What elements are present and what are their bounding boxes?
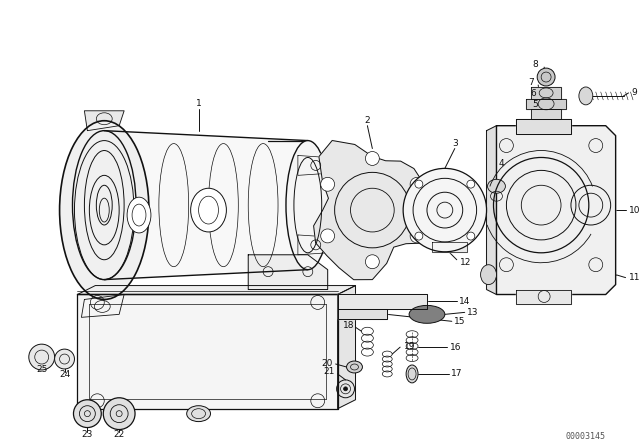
Text: 4: 4 xyxy=(499,159,504,168)
Ellipse shape xyxy=(365,255,380,269)
Ellipse shape xyxy=(344,387,348,391)
Ellipse shape xyxy=(321,177,335,191)
Text: 16: 16 xyxy=(450,343,461,352)
Polygon shape xyxy=(516,289,571,305)
Polygon shape xyxy=(526,99,566,109)
Ellipse shape xyxy=(103,398,135,430)
Text: 25: 25 xyxy=(36,366,47,375)
Ellipse shape xyxy=(365,151,380,165)
Text: 6: 6 xyxy=(531,90,536,99)
Text: 10: 10 xyxy=(628,206,640,215)
Ellipse shape xyxy=(346,361,362,373)
Ellipse shape xyxy=(74,400,101,427)
Polygon shape xyxy=(338,294,427,310)
Ellipse shape xyxy=(415,232,423,240)
Text: 1: 1 xyxy=(196,99,202,108)
Text: 13: 13 xyxy=(467,308,478,317)
Text: 18: 18 xyxy=(343,321,355,330)
Polygon shape xyxy=(84,111,124,131)
Text: 7: 7 xyxy=(529,78,534,86)
Ellipse shape xyxy=(286,141,330,270)
Polygon shape xyxy=(338,310,387,319)
Ellipse shape xyxy=(127,197,151,233)
Polygon shape xyxy=(497,126,616,294)
Polygon shape xyxy=(248,255,328,289)
Polygon shape xyxy=(486,126,497,294)
Text: 2: 2 xyxy=(365,116,370,125)
Polygon shape xyxy=(531,109,561,119)
Polygon shape xyxy=(77,285,355,294)
Ellipse shape xyxy=(467,180,475,188)
Ellipse shape xyxy=(537,68,555,86)
Text: 20: 20 xyxy=(321,358,333,367)
Polygon shape xyxy=(81,294,124,317)
Ellipse shape xyxy=(415,180,423,188)
Polygon shape xyxy=(104,131,308,280)
Ellipse shape xyxy=(321,229,335,243)
Ellipse shape xyxy=(410,229,424,243)
Polygon shape xyxy=(338,285,355,409)
Text: 17: 17 xyxy=(451,370,462,379)
Text: 9: 9 xyxy=(632,88,637,97)
Text: 00003145: 00003145 xyxy=(566,432,606,441)
Polygon shape xyxy=(516,119,571,134)
Ellipse shape xyxy=(409,306,445,323)
Text: 5: 5 xyxy=(532,100,538,109)
Polygon shape xyxy=(77,294,338,409)
Text: 19: 19 xyxy=(404,342,415,351)
Ellipse shape xyxy=(60,121,149,299)
Ellipse shape xyxy=(191,188,227,232)
Text: 14: 14 xyxy=(459,297,470,306)
Text: 21: 21 xyxy=(323,367,335,376)
Text: 11: 11 xyxy=(628,273,640,282)
Polygon shape xyxy=(432,242,467,252)
Ellipse shape xyxy=(467,232,475,240)
Polygon shape xyxy=(298,235,328,255)
Ellipse shape xyxy=(481,265,497,284)
Polygon shape xyxy=(531,87,561,99)
Ellipse shape xyxy=(187,406,211,422)
Ellipse shape xyxy=(29,344,54,370)
Polygon shape xyxy=(314,141,447,280)
Text: 3: 3 xyxy=(452,139,458,148)
Text: 15: 15 xyxy=(454,317,465,326)
Ellipse shape xyxy=(54,349,74,369)
Ellipse shape xyxy=(406,365,418,383)
Text: 8: 8 xyxy=(532,60,538,69)
Text: 24: 24 xyxy=(59,370,70,379)
Ellipse shape xyxy=(403,168,486,252)
Ellipse shape xyxy=(488,179,506,193)
Polygon shape xyxy=(298,155,328,175)
Ellipse shape xyxy=(579,87,593,105)
Text: 22: 22 xyxy=(113,430,125,439)
Text: 12: 12 xyxy=(460,258,471,267)
Ellipse shape xyxy=(410,177,424,191)
Text: 23: 23 xyxy=(82,430,93,439)
